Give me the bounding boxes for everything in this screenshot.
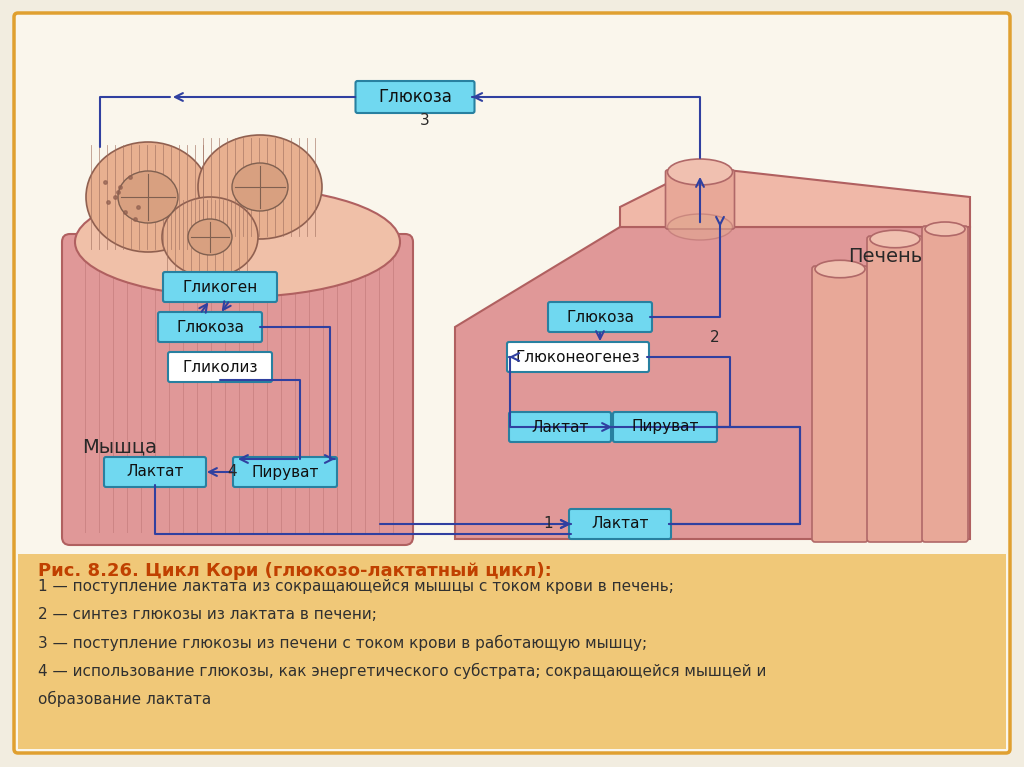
FancyBboxPatch shape	[168, 352, 272, 382]
FancyBboxPatch shape	[158, 312, 262, 342]
FancyBboxPatch shape	[18, 554, 1006, 749]
Text: 4 — использование глюкозы, как энергетического субстрата; сокращающейся мышцей и: 4 — использование глюкозы, как энергетич…	[38, 663, 766, 679]
FancyBboxPatch shape	[163, 272, 278, 302]
Text: Лактат: Лактат	[126, 465, 183, 479]
FancyBboxPatch shape	[613, 412, 717, 442]
Ellipse shape	[118, 171, 178, 223]
Text: 1 — поступление лактата из сокращающейся мышцы с током крови в печень;: 1 — поступление лактата из сокращающейся…	[38, 579, 674, 594]
Ellipse shape	[232, 163, 288, 211]
Text: Гликоген: Гликоген	[182, 279, 258, 295]
Text: 3 — поступление глюкозы из печени с током крови в работающую мышцу;: 3 — поступление глюкозы из печени с токо…	[38, 635, 647, 651]
Ellipse shape	[188, 219, 232, 255]
Text: Пируват: Пируват	[251, 465, 318, 479]
Text: Глюкоза: Глюкоза	[378, 88, 452, 106]
FancyBboxPatch shape	[509, 412, 611, 442]
Text: Глюкоза: Глюкоза	[176, 320, 244, 334]
Text: Рис. 8.26. Цикл Кори (глюкозо-лактатный цикл):: Рис. 8.26. Цикл Кори (глюкозо-лактатный …	[38, 562, 552, 580]
Text: 3: 3	[420, 113, 430, 128]
FancyBboxPatch shape	[62, 234, 413, 545]
Text: Лактат: Лактат	[591, 516, 649, 532]
Polygon shape	[455, 227, 970, 539]
Text: 4: 4	[227, 465, 237, 479]
Text: 2: 2	[711, 330, 720, 344]
Ellipse shape	[198, 135, 322, 239]
Ellipse shape	[668, 159, 732, 185]
Text: Мышца: Мышца	[82, 437, 157, 456]
FancyBboxPatch shape	[507, 342, 649, 372]
Text: образование лактата: образование лактата	[38, 691, 211, 707]
Text: Печень: Печень	[848, 248, 923, 266]
FancyBboxPatch shape	[922, 226, 968, 542]
Ellipse shape	[668, 214, 732, 240]
FancyBboxPatch shape	[104, 457, 206, 487]
Ellipse shape	[815, 260, 865, 278]
Ellipse shape	[925, 222, 965, 236]
Ellipse shape	[86, 142, 210, 252]
Text: Гликолиз: Гликолиз	[182, 360, 258, 374]
Text: 2 — синтез глюкозы из лактата в печени;: 2 — синтез глюкозы из лактата в печени;	[38, 607, 377, 622]
FancyBboxPatch shape	[548, 302, 652, 332]
Text: Пируват: Пируват	[631, 420, 698, 434]
Text: Лактат: Лактат	[531, 420, 589, 434]
FancyBboxPatch shape	[14, 13, 1010, 753]
Text: Глюконеогенез: Глюконеогенез	[516, 350, 640, 364]
FancyBboxPatch shape	[812, 266, 868, 542]
Polygon shape	[620, 167, 970, 227]
Ellipse shape	[162, 197, 258, 277]
Ellipse shape	[75, 187, 400, 297]
FancyBboxPatch shape	[355, 81, 474, 113]
FancyBboxPatch shape	[569, 509, 671, 539]
Ellipse shape	[870, 230, 920, 248]
Text: Глюкоза: Глюкоза	[566, 310, 634, 324]
FancyBboxPatch shape	[867, 236, 923, 542]
FancyBboxPatch shape	[666, 170, 734, 229]
Text: 1: 1	[543, 516, 553, 532]
FancyBboxPatch shape	[233, 457, 337, 487]
